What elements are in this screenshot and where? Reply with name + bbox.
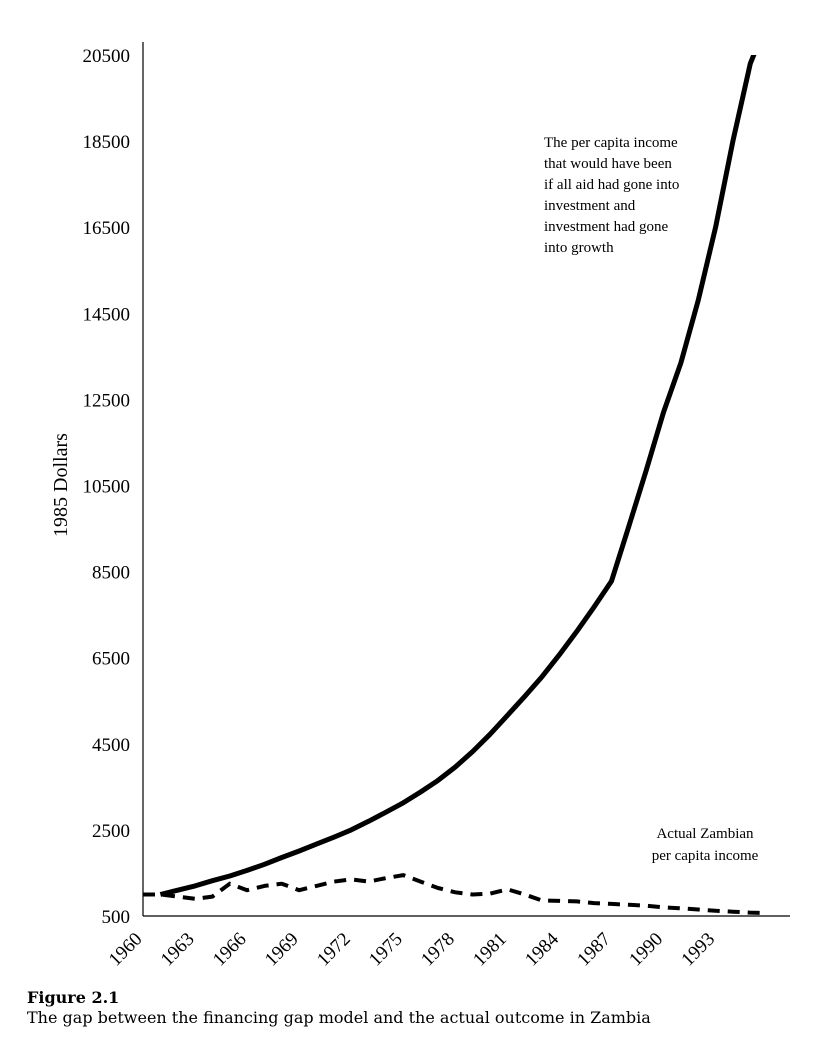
x-tick-label: 1990 <box>625 929 667 971</box>
x-tick-label: 1969 <box>261 929 303 971</box>
series <box>143 55 768 915</box>
line-chart: 500 2500 4500 6500 8500 10500 12500 14500 16500 1… <box>50 42 790 970</box>
x-tick-label: 1972 <box>313 929 355 971</box>
series-annotation-line: into growth <box>544 240 614 256</box>
x-tick-label: 1993 <box>677 929 719 971</box>
figure-label: Figure 2.1 <box>27 988 120 1007</box>
y-tick-label: 2500 <box>92 821 130 842</box>
series-annotation-line: per capita income <box>652 848 759 864</box>
x-tick-label: 1975 <box>365 929 407 971</box>
series-annotation-line: Actual Zambian <box>656 826 754 842</box>
series-line-solid <box>159 55 757 897</box>
axes <box>142 42 790 917</box>
series-annotation-line: The per capita income <box>544 135 678 151</box>
y-tick-label: 500 <box>102 907 131 928</box>
series-annotation-line: investment had gone <box>544 219 668 235</box>
y-tick-label: 6500 <box>92 649 130 670</box>
x-tick-label: 1981 <box>469 929 511 971</box>
x-tick-label: 1963 <box>157 929 199 971</box>
y-tick-label: 10500 <box>83 477 131 498</box>
series-annotation-line: if all aid had gone into <box>544 177 679 193</box>
x-tick-label: 1966 <box>209 929 251 971</box>
series-annotation-line: that would have been <box>544 156 672 172</box>
y-tick-label: 14500 <box>83 304 131 325</box>
tick-labels: 500 2500 4500 6500 8500 10500 12500 14500 16500 1… <box>83 46 720 970</box>
series-annotation-line: investment and <box>544 198 636 214</box>
y-tick-label: 18500 <box>83 132 131 153</box>
series-line-dashed <box>143 873 768 915</box>
x-tick-label: 1984 <box>521 928 563 970</box>
x-tick-label: 1987 <box>573 929 615 971</box>
y-tick-label: 16500 <box>83 218 131 239</box>
y-axis-label: 1985 Dollars <box>50 433 72 537</box>
y-tick-label: 12500 <box>83 390 131 411</box>
y-tick-label: 20500 <box>83 46 131 67</box>
y-tick-label: 8500 <box>92 563 130 584</box>
y-tick-label: 4500 <box>92 735 130 756</box>
annotations: The per capita income that would have bee… <box>544 135 759 864</box>
x-tick-label: 1960 <box>105 929 147 971</box>
x-tick-label: 1978 <box>417 929 459 971</box>
figure-caption: The gap between the financing gap model … <box>27 1008 651 1027</box>
